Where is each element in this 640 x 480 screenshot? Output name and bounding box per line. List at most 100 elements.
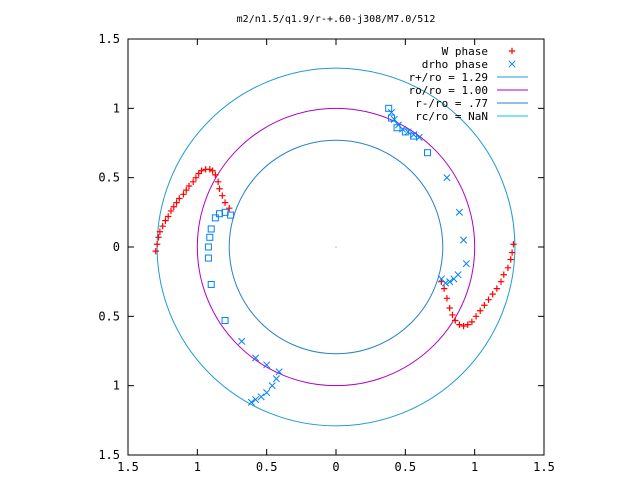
series-1-point-18 [268,382,276,390]
series-0-point-22 [214,178,222,186]
series-2-point-7 [204,243,212,251]
series-0-point-33 [456,321,463,328]
series-0-point-35 [464,321,471,328]
x-tick-label-0: 1.5 [117,460,139,474]
series-2-point-3 [401,128,409,136]
series-2-point-10 [221,316,229,324]
series-0-point-7 [167,207,175,215]
series-0-point-47 [508,249,516,256]
series-0-point-0 [152,247,159,255]
series-2-point-8 [204,254,212,262]
series-0-point-9 [173,199,180,206]
series-0-point-1 [153,241,161,248]
series-2-point-15 [227,211,235,219]
legend-label-5: rc/ro = NaN [415,110,488,123]
y-tick-label-2: 0.5 [98,171,120,185]
series-0-point-46 [507,256,514,263]
y-tick-label-0: 1.5 [98,32,120,46]
series-0-point-42 [493,285,501,292]
series-2-point-12 [211,214,219,222]
series-0-point-39 [481,302,488,309]
series-0-point-36 [468,318,476,326]
legend-label-3: ro/ro = 1.00 [409,84,488,97]
series-1-point-25 [238,337,246,345]
series-1-point-5 [410,131,418,139]
legend-label-2: r+/ro = 1.29 [409,71,488,84]
series-0-point-2 [155,234,162,241]
series-0-point-41 [489,290,496,298]
series-0-point-21 [212,171,219,179]
series-0-point-16 [195,170,202,177]
series-0-point-14 [189,178,197,186]
series-0-point-28 [440,285,448,292]
chart-title: m2/n1.5/q1.9/r-+.60-j308/M7.0/512 [237,14,436,25]
series-1-point-21 [252,395,260,404]
series-1-point-15 [437,275,445,283]
series-0-point-10 [176,195,183,202]
y-tick-label-4: 0.5 [98,309,120,323]
legend-label-1: drho phase [422,58,488,71]
series-0-point-44 [500,271,507,278]
series-1-point-13 [446,278,454,286]
series-0-point-26 [226,204,233,212]
series-1-point-22 [247,398,255,406]
x-tick-label-3: 0 [332,460,339,474]
series-1-point-23 [263,361,271,369]
series-0-point-38 [477,307,484,314]
series-2-point-6 [206,233,214,241]
series-2-point-5 [424,149,432,157]
series-0-point-34 [460,322,467,330]
series-0-point-15 [192,174,200,181]
series-0-point-45 [504,264,512,271]
legend-swatch-1 [508,60,516,68]
x-tick-label-1: 1 [194,460,201,474]
series-2-point-4 [410,132,418,140]
series-1-point-17 [272,375,280,383]
series-0-point-23 [216,185,223,192]
y-tick-label-6: 1.5 [98,448,120,462]
origin-dot [335,246,337,248]
x-tick-label-4: 0.5 [394,460,416,474]
series-0-point-29 [443,295,451,302]
circle-layer [156,67,516,427]
series-0-point-40 [485,296,492,303]
series-0-point-30 [446,304,453,312]
series-1-point-9 [460,236,468,244]
series-0-point-20 [209,167,216,174]
series-1-point-16 [275,368,283,376]
series-1-point-12 [450,275,458,283]
series-0-point-19 [206,166,214,173]
series-0-point-4 [159,223,166,230]
series-0-point-5 [162,217,169,224]
x-tick-label-5: 1 [471,460,478,474]
series-1-point-24 [252,354,260,362]
series-0-point-12 [183,186,190,194]
x-tick-label-2: 0.5 [256,460,278,474]
x-tick-label-6: 1.5 [533,460,555,474]
series-2-point-11 [207,225,215,233]
series-0-point-43 [497,278,505,285]
y-tick-label-5: 1 [113,379,120,393]
series-0-point-48 [510,241,517,248]
series-0-point-8 [170,203,177,210]
series-1-point-7 [443,174,451,182]
series-0-point-6 [165,213,172,220]
legend-swatch-0 [508,47,516,55]
series-0-point-11 [180,191,187,198]
series-2-point-1 [387,114,395,122]
series-2-point-2 [393,124,401,132]
series-1-point-8 [455,208,463,216]
y-tick-label-3: 0 [113,240,120,254]
circle-1 [196,107,476,387]
series-0-point-17 [198,167,205,174]
series-0-point-24 [219,192,226,199]
series-0-point-25 [221,199,229,206]
series-2-point-0 [385,104,393,112]
tick-layer: 1.5 1 0.5 0 0.5 1 1.51.510.500.511.5 [98,32,555,474]
series-0-point-32 [452,317,459,324]
legend-label-0: W phase [442,45,488,58]
series-2-point-9 [207,280,215,288]
series-0-point-37 [472,313,480,320]
point-layer [152,104,517,406]
